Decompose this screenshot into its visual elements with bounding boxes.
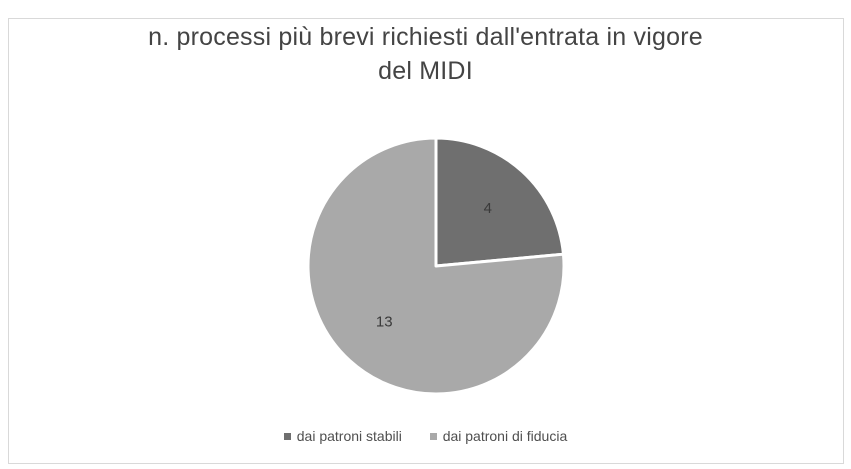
pie-data-label-2: 13: [376, 314, 393, 331]
pie-data-label-1: 4: [484, 200, 492, 217]
legend-item-stabili: dai patroni stabili: [283, 428, 402, 444]
chart-title-line-1: n. processi più brevi richiesti dall'ent…: [148, 23, 703, 51]
chart-title-line-2: del MIDI: [378, 57, 473, 85]
legend-label-stabili: dai patroni stabili: [296, 428, 402, 444]
legend-item-fiducia: dai patroni di fiducia: [429, 428, 568, 444]
pie-slice-1: [434, 136, 565, 268]
pie-data-labels: 4 13: [376, 200, 492, 331]
legend-swatch-fiducia: [429, 432, 437, 440]
chart-legend: dai patroni stabili dai patroni di fiduc…: [0, 428, 851, 444]
pie-slice-2: [306, 136, 566, 396]
legend-label-fiducia: dai patroni di fiducia: [442, 428, 568, 444]
pie-slices: [306, 136, 566, 396]
chart-title: n. processi più brevi richiesti dall'ent…: [0, 20, 851, 88]
legend-swatch-stabili: [283, 432, 291, 440]
